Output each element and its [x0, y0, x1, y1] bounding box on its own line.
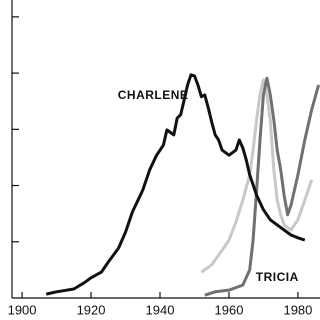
x-tick-label: 1940 — [146, 302, 175, 317]
x-tick-label: 1980 — [283, 302, 312, 317]
x-tick-label: 1900 — [8, 302, 37, 317]
series-line — [45, 73, 306, 296]
series-line — [204, 76, 320, 297]
x-tick-label: 1920 — [77, 302, 106, 317]
x-tick-label: 1960 — [215, 302, 244, 317]
series-line — [200, 78, 314, 274]
annotation: CHARLENE — [118, 88, 189, 102]
annotation: TRICIA — [256, 270, 299, 284]
